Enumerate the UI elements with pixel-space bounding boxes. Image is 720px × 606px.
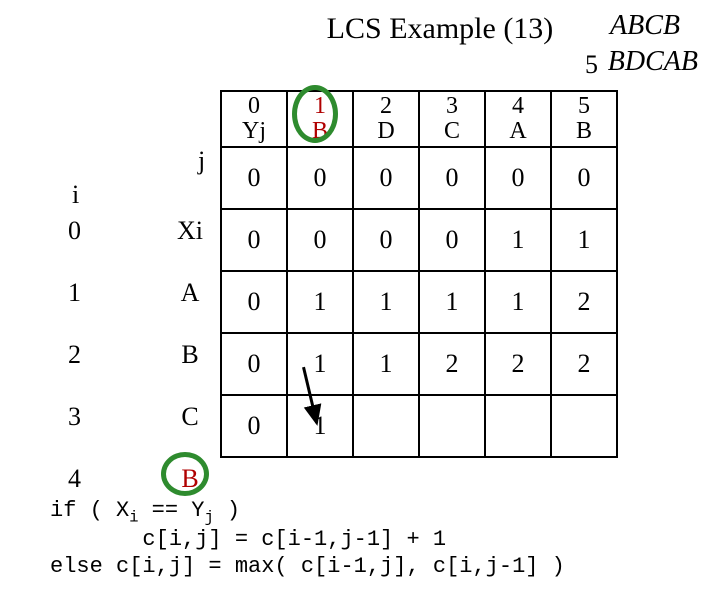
cell-3-1: 1	[287, 333, 353, 395]
cell-4-5	[551, 395, 617, 457]
cell-0-1: 0	[287, 147, 353, 209]
table-region: j i 01234 XiABCB 0Yj1B2D3C4A5B0000000000…	[50, 90, 690, 458]
x-label-1: A	[170, 262, 210, 324]
cell-0-4: 0	[485, 147, 551, 209]
cell-1-2: 0	[353, 209, 419, 271]
lcs-table: 0Yj1B2D3C4A5B00000000001101111201122201	[220, 90, 618, 458]
cell-0-3: 0	[419, 147, 485, 209]
i-label-0: 0	[68, 200, 81, 262]
cell-1-3: 0	[419, 209, 485, 271]
i-label-1: 1	[68, 262, 81, 324]
j-header-2: 2D	[353, 91, 419, 147]
j-header-3: 3C	[419, 91, 485, 147]
cell-2-5: 2	[551, 271, 617, 333]
cell-2-3: 1	[419, 271, 485, 333]
cell-4-1: 1	[287, 395, 353, 457]
cell-3-3: 2	[419, 333, 485, 395]
cell-2-2: 1	[353, 271, 419, 333]
cell-0-2: 0	[353, 147, 419, 209]
five-label: 5	[585, 50, 598, 80]
i-label-3: 3	[68, 386, 81, 448]
string-x: ABCB	[610, 10, 680, 42]
slide: LCS Example (13) ABCB 5 BDCAB j i 01234 …	[0, 0, 720, 540]
x-label-2: B	[170, 324, 210, 386]
j-header-4: 4A	[485, 91, 551, 147]
string-y: BDCAB	[608, 46, 698, 78]
x-label-3: C	[170, 386, 210, 448]
cell-0-5: 0	[551, 147, 617, 209]
j-index-label: j	[198, 146, 205, 176]
x-col-labels: XiABCB	[170, 200, 210, 510]
i-row-labels: 01234	[68, 200, 81, 510]
cell-4-2	[353, 395, 419, 457]
j-header-0: 0Yj	[221, 91, 287, 147]
cell-3-0: 0	[221, 333, 287, 395]
cell-1-1: 0	[287, 209, 353, 271]
cell-4-3	[419, 395, 485, 457]
cell-3-5: 2	[551, 333, 617, 395]
cell-4-0: 0	[221, 395, 287, 457]
cell-1-4: 1	[485, 209, 551, 271]
cell-2-0: 0	[221, 271, 287, 333]
cell-1-0: 0	[221, 209, 287, 271]
cell-3-4: 2	[485, 333, 551, 395]
i-label-4: 4	[68, 448, 81, 510]
cell-1-5: 1	[551, 209, 617, 271]
code-line-3: else c[i,j] = max( c[i-1,j], c[i,j-1] )	[50, 554, 565, 579]
j-header-5: 5B	[551, 91, 617, 147]
x-label-4: B	[170, 448, 210, 510]
i-label-2: 2	[68, 324, 81, 386]
cell-4-4	[485, 395, 551, 457]
cell-0-0: 0	[221, 147, 287, 209]
x-label-0: Xi	[170, 200, 210, 262]
cell-3-2: 1	[353, 333, 419, 395]
j-header-1: 1B	[287, 91, 353, 147]
pseudocode: if ( Xi == Yj ) c[i,j] = c[i-1,j-1] + 1 …	[50, 472, 690, 606]
cell-2-1: 1	[287, 271, 353, 333]
cell-2-4: 1	[485, 271, 551, 333]
